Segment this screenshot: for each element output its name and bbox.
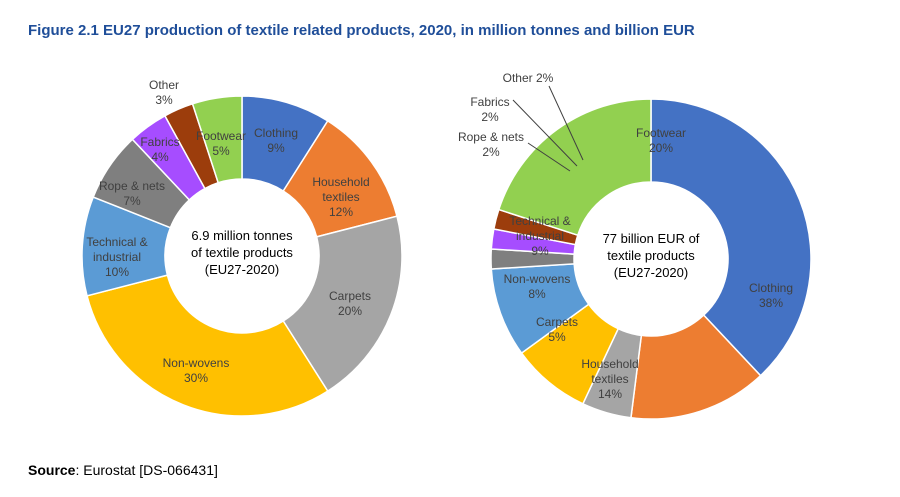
donut-chart-eur: Clothing 38% Household textiles 14%Carpets 5%…	[458, 71, 812, 420]
data-label-footwear: Footwear 5%	[196, 129, 246, 158]
data-label-clothing: Clothing 9%	[254, 126, 298, 155]
slice-non-wovens	[86, 274, 329, 417]
slice-footwear	[497, 98, 652, 237]
data-label-carpets: Carpets 5%	[536, 315, 578, 344]
leader-line-rope-and-nets	[527, 142, 571, 172]
data-label-fabrics: Fabrics 4%	[140, 135, 179, 164]
data-label-non-wovens: Non-wovens 8%	[504, 272, 571, 301]
data-label-rope-and-nets: Rope & nets 7%	[99, 179, 165, 208]
data-label-footwear: Footwear 20%	[636, 126, 686, 155]
data-label-clothing: Clothing 38%	[749, 281, 793, 310]
data-label-fabrics: Fabrics 2%	[470, 95, 509, 124]
data-label-other: Other 2%	[503, 71, 554, 85]
figure-title: Figure 2.1 EU27 production of textile re…	[28, 22, 695, 39]
center-label: 77 billion EUR of textile products (EU27-2…	[603, 231, 700, 280]
data-label-household-textiles: Household textiles 14%	[581, 357, 638, 401]
donut-chart-tonnes: Clothing 9% Household textiles 12% Carpets 20%…	[81, 78, 403, 417]
data-label-rope-and-nets: Rope & nets 2%	[458, 130, 524, 159]
data-label-carpets: Carpets 20%	[329, 289, 371, 318]
source-text: : Eurostat [DS-066431]	[75, 462, 218, 478]
source-label: Source	[28, 462, 76, 478]
center-label: 6.9 million tonnes of textile products (EU…	[191, 228, 293, 277]
data-label-technical-and-industrial: Technical & industrial 9%	[509, 214, 570, 258]
slice-carpets	[282, 215, 403, 393]
leader-line-fabrics	[512, 99, 578, 167]
slice-footwear	[191, 95, 243, 184]
leader-line-other	[548, 85, 584, 161]
data-label-technical-and-industrial: Technical & industrial 10%	[86, 235, 147, 279]
source-line: Source: Eurostat [DS-066431]	[28, 462, 218, 478]
slice-clothing	[650, 98, 812, 377]
data-label-non-wovens: Non-wovens 30%	[163, 356, 230, 385]
data-label-other: Other 3%	[149, 78, 179, 107]
data-label-household-textiles: Household textiles 12%	[312, 175, 369, 219]
